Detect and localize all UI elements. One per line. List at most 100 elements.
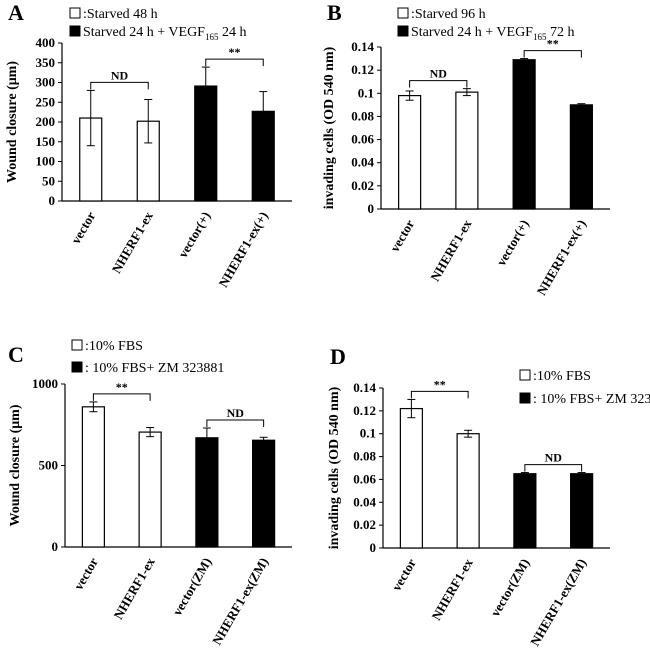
x-tick-label: vector: [71, 555, 101, 593]
bar-NHERF1-ex(ZM): [570, 473, 594, 549]
significance-label: **: [229, 45, 241, 59]
y-tick-label: 0.02: [351, 178, 374, 193]
y-tick-label: 0.1: [360, 426, 376, 441]
legend-label: :10% FBS: [533, 369, 591, 384]
error-bar: [202, 427, 211, 449]
significance-label: **: [434, 377, 446, 391]
x-tick-label: NHERF1-ex(+): [216, 209, 271, 290]
legend-swatch: [69, 7, 81, 19]
legend-swatch: [69, 25, 81, 37]
legend-swatch: [397, 25, 409, 37]
y-tick-label: 0: [370, 540, 377, 555]
y-tick-label: 0.04: [351, 155, 374, 170]
bar-vector(+): [512, 59, 536, 210]
bar-NHERF1-ex: [456, 433, 480, 549]
legend-swatch: [397, 7, 409, 19]
y-tick-label: 0.14: [353, 380, 376, 395]
y-tick-label: 200: [36, 114, 56, 129]
x-tick-label: vector: [389, 556, 419, 594]
error-bar: [405, 90, 414, 101]
error-bar: [86, 89, 95, 147]
significance-label: ND: [545, 451, 563, 465]
x-tick-label: vector(ZM): [169, 555, 214, 618]
bar-vector: [81, 406, 105, 548]
x-tick-label: vector(+): [493, 217, 531, 268]
panel-A: A 0 50 100 150 200 250 300 350 400 Wound closure (…: [5, 0, 292, 290]
error-bar: [520, 58, 529, 62]
bar-NHERF1-ex: [138, 431, 162, 548]
error-bar: [146, 427, 155, 438]
y-axis-label: invading cells (OD 540 nm): [327, 386, 342, 549]
legend-label: :Starved 48 h: [83, 7, 158, 22]
x-tick-label: vector: [68, 209, 98, 247]
x-tick-label: vector(ZM): [487, 556, 532, 619]
legend-swatch: [519, 392, 531, 404]
y-tick-label: 50: [42, 173, 55, 188]
x-tick-label: NHERF1-ex: [110, 555, 158, 622]
y-tick-label: 1000: [32, 376, 58, 391]
panel-D: D 0 0.02 0.04 0.06 0.08 0.1 0.12 0.14 invading ce…: [327, 344, 650, 648]
error-bar: [407, 398, 416, 419]
x-tick-label: NHERF1-ex(ZM): [209, 555, 271, 648]
legend-item: :10% FBS: [519, 369, 591, 384]
legend-item: :10% FBS: [71, 339, 143, 354]
panel-C: C 0 500 1000 Wound closure (μm) vector NHERF1-…: [8, 339, 292, 648]
y-axis-label: Wound closure (μm): [8, 404, 23, 526]
y-tick-label: 0.06: [351, 132, 374, 147]
y-tick-label: 0.08: [351, 108, 374, 123]
y-tick-label: 0.04: [353, 494, 376, 509]
x-tick-label: NHERF1-ex(ZM): [527, 556, 589, 648]
significance-label: ND: [111, 68, 129, 82]
y-tick-label: 0.06: [353, 471, 376, 486]
x-tick-label: NHERF1-ex: [109, 209, 157, 276]
bar-vector(ZM): [513, 473, 537, 549]
legend-item: :Starved 96 h: [397, 7, 486, 22]
y-tick-label: 150: [36, 134, 56, 149]
error-bar: [577, 472, 586, 476]
error-bar: [577, 103, 586, 107]
significance-bracket: **: [205, 45, 264, 67]
panel-letter: C: [8, 342, 24, 367]
error-bar: [201, 66, 210, 106]
error-bar: [520, 472, 529, 476]
y-tick-label: 250: [36, 94, 56, 109]
bar-vector: [398, 94, 422, 210]
significance-bracket: ND: [409, 67, 468, 88]
y-tick-label: 0: [368, 201, 375, 216]
significance-bracket: **: [523, 37, 582, 58]
error-bar: [462, 88, 471, 97]
y-tick-label: 0.14: [351, 39, 374, 54]
error-bar: [259, 436, 268, 444]
y-tick-label: 350: [36, 55, 56, 70]
significance-label: ND: [430, 67, 448, 81]
y-tick-label: 400: [36, 35, 56, 50]
legend-swatch: [71, 339, 83, 351]
legend-label: Starved 24 h + VEGF165 24 h: [83, 25, 246, 42]
y-tick-label: 100: [36, 154, 56, 169]
legend-item: Starved 24 h + VEGF165 72 h: [397, 25, 574, 42]
significance-bracket: ND: [524, 451, 583, 472]
legend-label: :Starved 96 h: [411, 7, 486, 22]
legend-label: Starved 24 h + VEGF165 72 h: [411, 25, 574, 42]
bar-NHERF1-ex: [455, 91, 479, 210]
significance-bracket: ND: [90, 68, 149, 90]
legend-swatch: [71, 361, 83, 373]
error-bar: [89, 401, 98, 413]
significance-label: ND: [227, 406, 245, 420]
y-tick-label: 500: [39, 458, 59, 473]
bar-NHERF1-ex(+): [569, 104, 593, 210]
significance-bracket: **: [410, 377, 469, 399]
significance-bracket: ND: [206, 406, 265, 428]
legend-item: :Starved 48 h: [69, 7, 158, 22]
x-tick-label: NHERF1-ex: [427, 217, 475, 284]
significance-label: **: [116, 380, 128, 394]
y-tick-label: 300: [36, 75, 56, 90]
legend-item: : 10% FBS+ ZM 323881: [71, 361, 224, 376]
panel-letter: D: [330, 344, 346, 369]
panel-B: B 0 0.02 0.04 0.06 0.08 0.1 0.12 0.14 invading ce…: [322, 0, 610, 298]
legend-label: :10% FBS: [85, 339, 143, 354]
significance-bracket: **: [92, 380, 151, 401]
legend-item: Starved 24 h + VEGF165 24 h: [69, 25, 246, 42]
y-tick-label: 0: [52, 539, 59, 554]
